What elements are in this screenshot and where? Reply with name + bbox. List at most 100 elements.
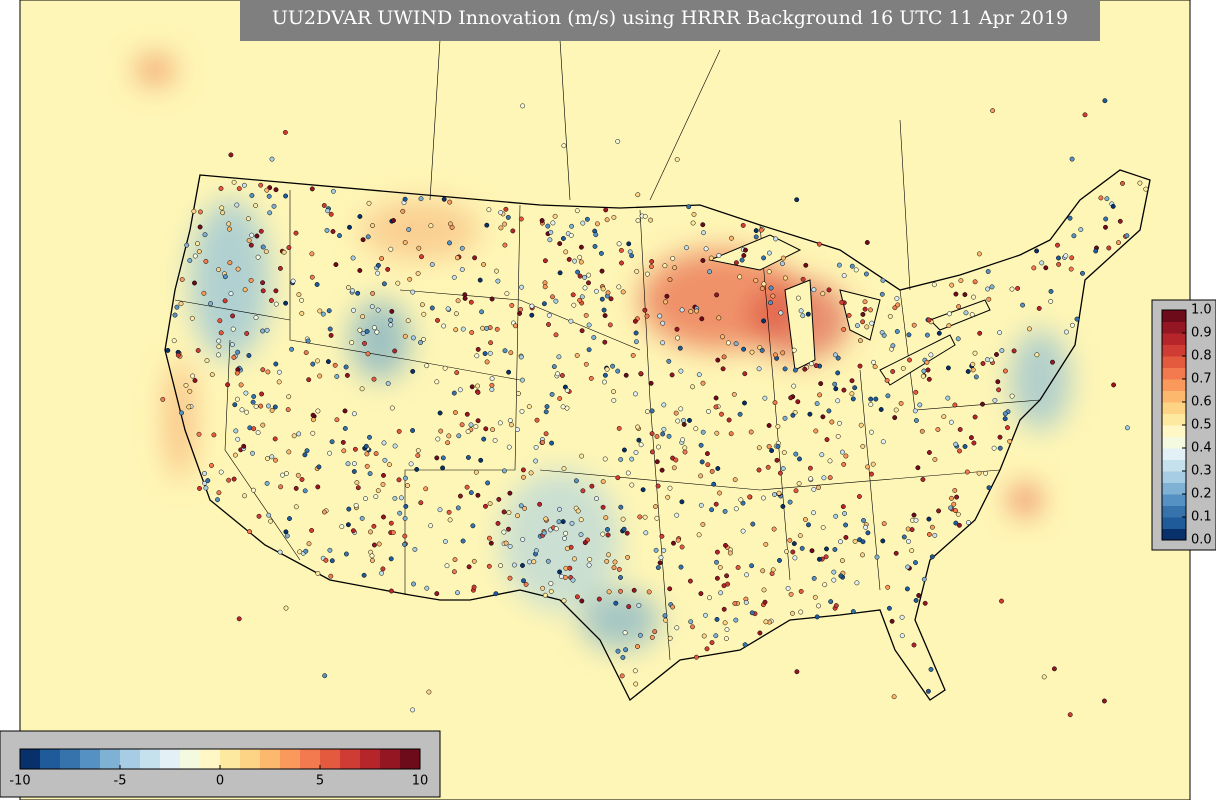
observation (737, 411, 743, 417)
observation (932, 532, 938, 538)
observation (560, 236, 566, 241)
observation (649, 635, 655, 640)
observation (579, 294, 585, 300)
observation (813, 428, 819, 434)
observation (649, 449, 655, 455)
observation (698, 442, 704, 448)
observation (363, 496, 368, 502)
observation (803, 262, 809, 268)
observation (583, 361, 589, 367)
observation (208, 301, 214, 307)
observation (705, 462, 711, 468)
observation (671, 465, 677, 471)
observation (278, 484, 284, 490)
observation (579, 328, 585, 334)
observation (453, 327, 459, 333)
observation (913, 418, 919, 423)
observation (346, 506, 352, 512)
observation (879, 291, 885, 297)
observation (893, 550, 899, 556)
observation (579, 598, 585, 604)
observation (991, 445, 997, 451)
observation (547, 237, 553, 243)
observation (603, 207, 609, 213)
observation (778, 310, 784, 316)
observation (835, 370, 841, 376)
observation (654, 459, 660, 465)
observation (936, 508, 942, 514)
observation (239, 407, 245, 413)
observation (913, 517, 919, 523)
observation (717, 490, 722, 496)
observation (863, 271, 869, 277)
observation (357, 214, 363, 219)
observation (701, 633, 707, 639)
observation (503, 206, 509, 212)
observation (657, 560, 663, 566)
observation (273, 187, 279, 193)
observation (238, 382, 244, 388)
observation (362, 340, 367, 346)
observation (1101, 698, 1107, 704)
colorbar-segment (220, 749, 241, 769)
observation (359, 515, 365, 521)
observation (665, 494, 671, 500)
observation (424, 585, 430, 591)
observation (654, 515, 660, 521)
observation (249, 232, 255, 238)
observation (360, 314, 366, 320)
observation (949, 282, 955, 288)
observation (466, 564, 472, 570)
observation (763, 619, 769, 625)
observation (579, 453, 585, 459)
observation (618, 575, 623, 580)
observation (687, 417, 692, 423)
observation (841, 326, 847, 332)
observation (671, 540, 676, 546)
observation (293, 485, 299, 491)
observation (452, 410, 458, 415)
observation (732, 601, 738, 606)
observation (722, 620, 728, 626)
observation (644, 271, 650, 277)
observation (1007, 438, 1013, 444)
observation (753, 234, 759, 240)
observation (722, 508, 728, 514)
observation (273, 457, 278, 463)
observation (1051, 666, 1057, 672)
observation (564, 387, 570, 393)
observation (418, 196, 424, 202)
observation (575, 508, 581, 514)
observation (971, 440, 977, 446)
observation (574, 594, 580, 600)
observation (656, 444, 661, 450)
observation (827, 475, 833, 481)
observation (756, 366, 762, 372)
observation (434, 591, 440, 597)
observation (921, 576, 927, 582)
observation (357, 268, 363, 273)
observation (731, 391, 737, 397)
observation (507, 543, 513, 549)
observation (606, 552, 611, 558)
observation (782, 275, 788, 281)
observation (925, 367, 931, 373)
observation (342, 426, 348, 431)
observation (498, 225, 504, 231)
observation (468, 422, 474, 428)
observation (626, 241, 632, 247)
observation (502, 348, 508, 354)
observation (864, 324, 870, 330)
observation (459, 245, 465, 251)
colorbar-tick-label: -10 (9, 774, 30, 789)
observation (886, 605, 892, 611)
observation (713, 633, 719, 639)
observation (484, 359, 490, 365)
observation (953, 291, 959, 297)
observation (787, 537, 793, 543)
observation (447, 240, 452, 246)
observation (704, 451, 710, 457)
observation (522, 505, 528, 511)
observation (723, 636, 729, 642)
observation (263, 249, 269, 255)
